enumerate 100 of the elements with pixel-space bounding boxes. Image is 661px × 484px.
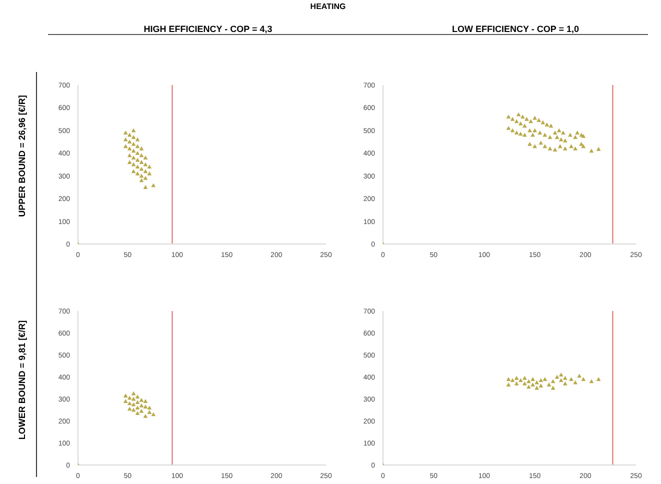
point (558, 378, 564, 382)
point (131, 408, 136, 412)
point (135, 158, 140, 162)
point (135, 411, 140, 416)
point (127, 146, 132, 150)
point (560, 130, 566, 134)
point (589, 148, 594, 153)
point (596, 377, 601, 381)
point (536, 118, 542, 122)
point (147, 171, 152, 176)
point (518, 121, 523, 126)
point (528, 142, 532, 146)
point (532, 116, 537, 120)
point (131, 396, 136, 401)
point (131, 155, 136, 160)
point (135, 400, 140, 404)
point (532, 144, 537, 148)
point (131, 169, 136, 174)
y-axis-title: UPPER BOUND = 26,96 [€/R] (17, 95, 27, 217)
point (147, 406, 152, 410)
point (135, 171, 140, 176)
point (581, 144, 586, 148)
point (131, 142, 136, 146)
point (135, 144, 140, 148)
point (538, 378, 544, 382)
point (532, 128, 537, 132)
point (131, 162, 136, 166)
point (546, 382, 552, 386)
point (538, 140, 544, 145)
point (143, 162, 148, 166)
point (596, 146, 601, 151)
point (548, 135, 552, 140)
point (139, 166, 144, 171)
point (552, 130, 558, 134)
point (143, 414, 148, 418)
point (526, 384, 531, 389)
y-axis-title: LOWER BOUND = 9,81 [€/R] (17, 320, 27, 440)
chart-title: LOW EFFICIENCY - COP = 1,0 (451, 24, 580, 34)
point (147, 164, 152, 169)
point (526, 379, 531, 384)
point (139, 160, 144, 164)
point (544, 122, 550, 127)
point (506, 382, 511, 386)
point (123, 144, 128, 148)
point (562, 376, 568, 380)
point (510, 128, 515, 132)
point (506, 126, 511, 130)
point (558, 137, 564, 142)
point (516, 112, 521, 116)
point (139, 408, 144, 413)
point (542, 144, 548, 148)
point (510, 116, 515, 121)
point (522, 124, 527, 128)
point (558, 144, 562, 148)
point (135, 164, 140, 169)
point (139, 153, 144, 158)
point (131, 135, 136, 140)
point (123, 130, 128, 134)
point (147, 410, 152, 414)
point (569, 377, 574, 381)
point (562, 138, 568, 142)
point (575, 130, 580, 134)
point (538, 130, 542, 134)
point (510, 378, 515, 382)
point (139, 403, 144, 408)
point (554, 374, 560, 379)
point (530, 382, 535, 386)
point (127, 401, 132, 406)
point (562, 381, 568, 386)
point (506, 377, 511, 381)
point (143, 169, 148, 174)
point (573, 135, 578, 140)
point (542, 377, 548, 381)
point (506, 114, 511, 119)
point (127, 396, 132, 400)
point (123, 137, 128, 142)
point (151, 183, 156, 188)
chart-title: HIGH EFFICIENCY - COP = 4,3 (142, 24, 274, 34)
point (518, 378, 523, 382)
point (135, 406, 140, 410)
point (552, 148, 558, 152)
point (139, 178, 144, 182)
point (139, 174, 144, 178)
point (514, 376, 519, 380)
point (530, 377, 535, 381)
point (135, 394, 140, 399)
point (554, 135, 560, 140)
text: HEATING (309, 2, 347, 11)
point (151, 412, 156, 416)
point (143, 185, 148, 189)
point (123, 394, 128, 398)
point (548, 146, 552, 150)
point (524, 116, 529, 121)
point (127, 153, 132, 158)
point (135, 150, 140, 155)
point (139, 146, 144, 150)
point (520, 114, 525, 119)
point (548, 124, 554, 128)
point (123, 399, 128, 403)
point (127, 140, 132, 144)
